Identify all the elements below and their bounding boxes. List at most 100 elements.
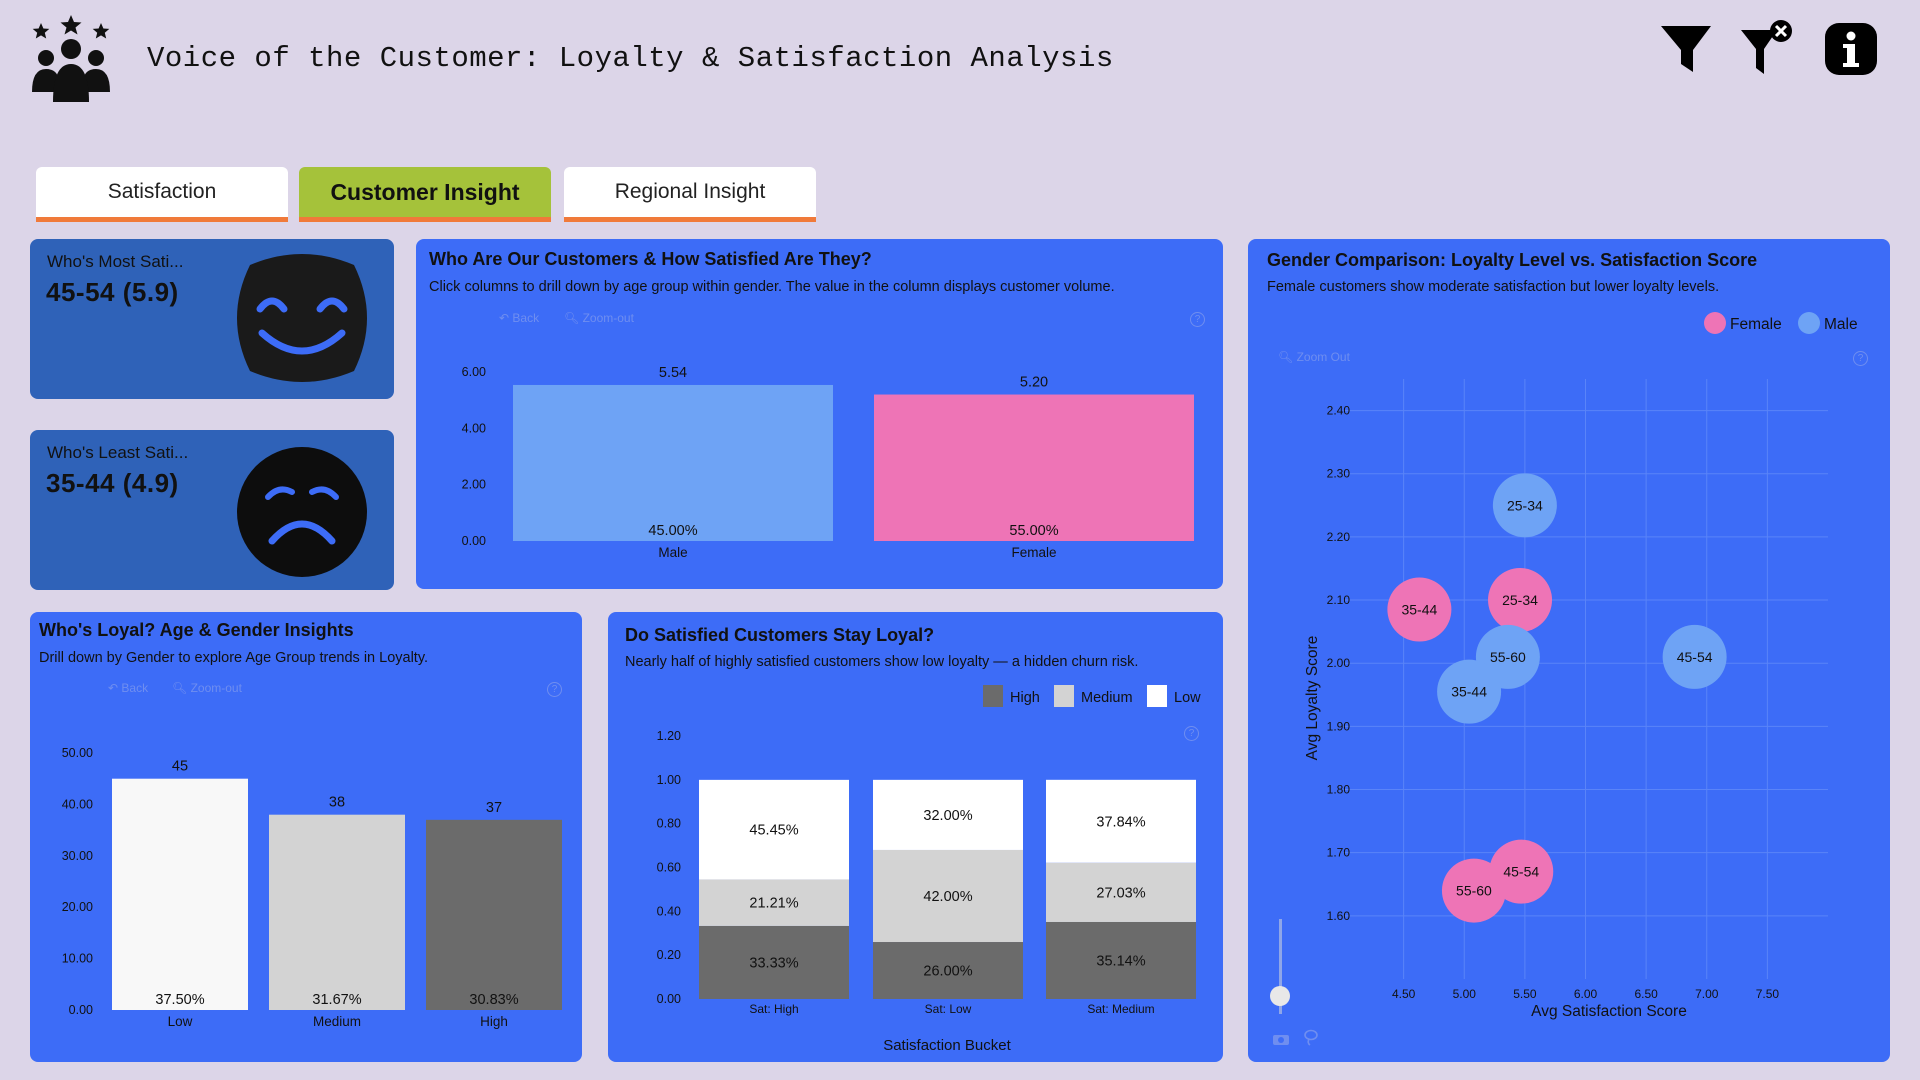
y-tick-label: 2.20 <box>1327 530 1351 544</box>
bar-inner-label: 45.00% <box>648 523 697 539</box>
y-tick-label: 0.80 <box>657 817 681 831</box>
y-tick-label: 0.60 <box>657 861 681 875</box>
bubble <box>1492 473 1557 538</box>
clear-filter-icon[interactable] <box>1737 20 1795 78</box>
y-tick-label: 1.80 <box>1327 783 1351 797</box>
x-tick-label: Male <box>658 545 687 560</box>
kpi-label: Who's Most Sati... <box>47 252 184 271</box>
x-tick-label: Low <box>168 1014 193 1029</box>
satisfied-stay-loyal-panel: Do Satisfied Customers Stay Loyal? Nearl… <box>608 612 1223 1062</box>
y-tick-label: 2.40 <box>1327 404 1351 418</box>
happy-face-icon <box>237 254 367 382</box>
bubble-label: 55-60 <box>1456 883 1492 899</box>
zoom-slider-handle[interactable] <box>1270 986 1290 1006</box>
help-icon[interactable]: ? <box>1190 312 1205 327</box>
stacked-segment <box>699 925 849 999</box>
tab-satisfaction[interactable]: Satisfaction <box>36 167 288 222</box>
bar <box>112 778 248 1010</box>
tab-regional-insight[interactable]: Regional Insight <box>564 167 816 222</box>
legend-label: Medium <box>1081 690 1133 706</box>
bar-inner-label: 37.50% <box>155 992 204 1008</box>
x-tick-label: 6.00 <box>1574 987 1598 1001</box>
stacked-segment <box>1046 921 1196 999</box>
zoom-slider-track[interactable] <box>1279 919 1282 1014</box>
panel-subtitle: Click columns to drill down by age group… <box>429 279 1115 295</box>
stacked-segment <box>699 779 849 880</box>
panel-subtitle: Female customers show moderate satisfact… <box>1267 279 1720 295</box>
back-label: Back <box>512 311 540 325</box>
legend-swatch <box>1798 312 1820 334</box>
zoom-out-button[interactable]: 🔍︎ Zoom-out <box>564 311 634 325</box>
tab-customer-insight[interactable]: Customer Insight <box>299 167 551 222</box>
x-tick-label: 4.50 <box>1392 987 1416 1001</box>
segment-label: 27.03% <box>1096 885 1145 901</box>
kpi-value: 45-54 (5.9) <box>46 277 179 307</box>
gender-scatter-chart: 1.60 1.70 1.80 1.90 2.00 2.10 2.20 2.30 2.40 4.50… <box>1304 312 1858 1020</box>
segment-label: 42.00% <box>923 889 972 905</box>
y-tick-label: 30.00 <box>62 849 93 863</box>
legend-label: High <box>1010 690 1040 706</box>
stacked-segment <box>699 879 849 926</box>
stacked-segment <box>873 942 1023 999</box>
segment-label: 26.00% <box>923 964 972 980</box>
zoom-out-label: Zoom Out <box>1296 350 1350 364</box>
y-tick-label: 0.00 <box>462 534 486 548</box>
x-tick-label: 6.50 <box>1634 987 1658 1001</box>
x-tick-label: Sat: Low <box>925 1002 972 1016</box>
kpi-most-satisfied-card: Who's Most Sati... 45-54 (5.9) <box>30 239 394 399</box>
x-axis-label: Avg Satisfaction Score <box>1531 1003 1687 1020</box>
bubble <box>1662 624 1727 689</box>
y-tick-label: 20.00 <box>62 900 93 914</box>
y-tick-label: 0.00 <box>657 992 681 1006</box>
legend-swatch <box>1054 685 1074 707</box>
loyalty-age-gender-panel: Who's Loyal? Age & Gender Insights Drill… <box>30 612 582 1062</box>
back-button[interactable]: ↶ Back <box>108 681 149 695</box>
camera-icon[interactable] <box>1272 1032 1290 1046</box>
stacked-segment <box>873 849 1023 943</box>
sad-face-icon <box>237 447 367 577</box>
zoom-out-label: Zoom-out <box>582 311 634 325</box>
zoom-out-button[interactable]: 🔍︎ Zoom Out <box>1278 350 1350 364</box>
y-tick-label: 10.00 <box>62 952 93 966</box>
y-tick-label: 1.00 <box>657 773 681 787</box>
y-tick-label: 0.20 <box>657 948 681 962</box>
bubble-label: 35-44 <box>1451 684 1487 700</box>
bubble <box>1387 577 1452 642</box>
bar-value-label: 45 <box>172 759 188 775</box>
panel-subtitle: Drill down by Gender to explore Age Grou… <box>39 650 429 666</box>
segment-label: 32.00% <box>923 808 972 824</box>
bubble-label: 35-44 <box>1401 602 1437 618</box>
lasso-icon[interactable] <box>1303 1029 1319 1047</box>
bubble-label: 45-54 <box>1503 864 1539 880</box>
bar <box>513 384 833 541</box>
bar <box>269 814 405 1010</box>
y-tick-label: 1.60 <box>1327 909 1351 923</box>
filter-icon[interactable] <box>1657 20 1715 78</box>
legend-swatch <box>983 685 1003 707</box>
help-icon[interactable]: ? <box>1184 726 1199 741</box>
help-icon[interactable]: ? <box>1853 351 1868 366</box>
stacked-loyalty-chart: 0.00 0.20 0.40 0.60 0.80 1.00 1.20 33.33% 21.21%… <box>657 685 1201 1054</box>
x-tick-label: Sat: Medium <box>1087 1002 1154 1016</box>
kpi-least-satisfied-card: Who's Least Sati... 35-44 (4.9) <box>30 430 394 590</box>
y-tick-label: 1.90 <box>1327 719 1351 733</box>
zoom-out-button[interactable]: 🔍︎ Zoom-out <box>172 681 242 695</box>
page-title: Voice of the Customer: Loyalty & Satisfa… <box>147 42 1114 75</box>
y-tick-label: 1.20 <box>657 729 681 743</box>
back-label: Back <box>121 681 149 695</box>
back-button[interactable]: ↶ Back <box>499 311 540 325</box>
help-icon[interactable]: ? <box>547 682 562 697</box>
x-tick-label: Sat: High <box>749 1002 798 1016</box>
panel-title: Who's Loyal? Age & Gender Insights <box>39 620 354 640</box>
bubble-label: 25-34 <box>1507 497 1543 513</box>
legend-label: Male <box>1824 316 1858 333</box>
loyalty-bar-chart: 0.00 10.00 20.00 30.00 40.00 50.00 45 37.50% Low… <box>62 746 562 1029</box>
kpi-value: 35-44 (4.9) <box>46 468 179 498</box>
kpi-label: Who's Least Sati... <box>47 443 189 462</box>
bar-value-label: 37 <box>486 800 502 816</box>
customers-bar-chart: 0.00 2.00 4.00 6.00 5.54 45.00% Male 5.20 55.00%… <box>462 365 1194 560</box>
customers-satisfaction-panel: Who Are Our Customers & How Satisfied Ar… <box>416 239 1223 589</box>
bubble <box>1437 659 1502 724</box>
bar-inner-label: 30.83% <box>469 992 518 1008</box>
info-icon[interactable] <box>1822 20 1880 78</box>
